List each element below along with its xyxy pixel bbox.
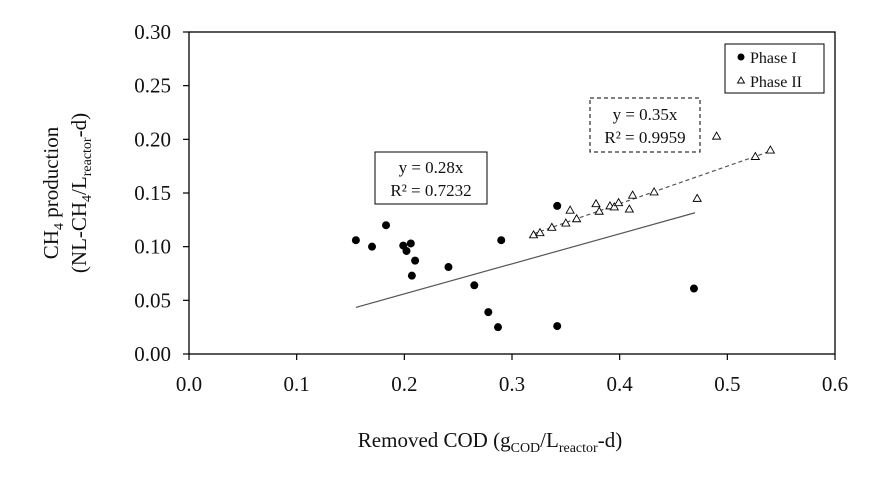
- point-phase-1: [402, 246, 411, 255]
- point-phase-2: [750, 151, 761, 160]
- point-phase-1: [351, 236, 360, 245]
- y-tick-label: 0.10: [134, 235, 171, 259]
- point-phase-1: [470, 281, 479, 290]
- point-phase-2: [765, 145, 776, 154]
- y-tick-label: 0.30: [134, 20, 171, 44]
- point-phase-1: [382, 221, 391, 230]
- point-phase-2: [609, 202, 620, 211]
- x-tick-label: 0.1: [284, 372, 310, 396]
- x-axis-label: Removed COD (gCOD/Lreactor-d): [358, 428, 622, 456]
- equation-box-phase-2: y = 0.35x R² = 0.9959: [589, 97, 701, 153]
- x-tick-label: 0.6: [822, 372, 848, 396]
- point-phase-2: [692, 193, 702, 202]
- equation-phase-1: y = 0.28x: [399, 158, 464, 177]
- r2-phase-2: R² = 0.9959: [604, 128, 685, 147]
- y-axis-label: CH4 production (NL-CH4/Lreactor-d): [39, 113, 95, 273]
- point-phase-1: [553, 201, 562, 210]
- equation-box-phase-1: y = 0.28x R² = 0.7232: [374, 151, 488, 205]
- x-tick-label: 0.0: [176, 372, 202, 396]
- point-phase-2: [649, 187, 659, 196]
- point-phase-2: [535, 227, 545, 237]
- x-tick-label: 0.2: [391, 372, 417, 396]
- point-phase-2: [561, 218, 571, 227]
- point-phase-1: [444, 263, 453, 272]
- svg-text:CH4 production: CH4 production: [39, 126, 67, 259]
- equation-phase-2: y = 0.35x: [613, 105, 678, 124]
- r2-phase-1: R² = 0.7232: [390, 181, 471, 200]
- point-phase-2: [594, 206, 604, 215]
- x-axis: 0.0 0.1 0.2 0.3 0.4 0.5 0.6: [176, 354, 848, 396]
- point-phase-1: [497, 236, 506, 245]
- legend-label-phase-1: Phase I: [750, 50, 797, 67]
- point-phase-2: [624, 204, 635, 213]
- legend: Phase I Phase II: [724, 43, 825, 94]
- x-tick-label: 0.4: [607, 372, 634, 396]
- point-phase-1: [411, 256, 420, 265]
- point-phase-1: [368, 242, 377, 251]
- point-phase-2: [627, 190, 638, 199]
- x-tick-label: 0.5: [714, 372, 740, 396]
- y-tick-label: 0.15: [134, 181, 171, 205]
- legend-label-phase-2: Phase II: [750, 74, 802, 91]
- trendlines: [355, 150, 771, 308]
- point-phase-2: [547, 222, 557, 231]
- data-points: [351, 131, 776, 332]
- y-tick-label: 0.05: [134, 288, 171, 312]
- point-phase-1: [494, 323, 503, 332]
- legend-marker-phase-1: [737, 53, 745, 61]
- point-phase-1: [553, 322, 562, 331]
- point-phase-2: [613, 197, 624, 207]
- point-phase-1: [689, 284, 698, 293]
- point-phase-1: [407, 271, 416, 280]
- point-phase-2: [591, 198, 601, 208]
- point-phase-1: [484, 308, 493, 317]
- y-tick-label: 0.25: [134, 74, 171, 98]
- y-tick-label: 0.20: [134, 127, 171, 151]
- y-axis: 0.00 0.05 0.10 0.15 0.20 0.25 0.30: [134, 20, 189, 366]
- point-phase-2: [571, 213, 582, 223]
- legend-marker-phase-2: [736, 76, 746, 84]
- y-tick-label: 0.00: [134, 342, 171, 366]
- svg-text:(NL-CH4/Lreactor-d): (NL-CH4/Lreactor-d): [67, 113, 95, 273]
- x-tick-label: 0.3: [499, 372, 525, 396]
- point-phase-2: [565, 205, 575, 214]
- point-phase-1: [406, 239, 415, 248]
- point-phase-2: [711, 131, 722, 140]
- trendline-phase-1: [355, 212, 696, 308]
